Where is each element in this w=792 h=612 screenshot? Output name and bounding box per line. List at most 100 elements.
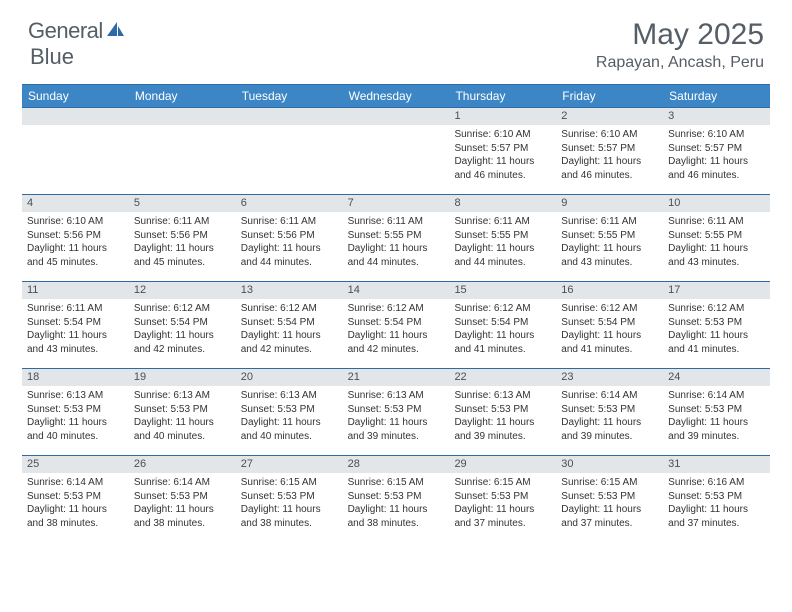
daylight-text: Daylight: 11 hours and 40 minutes. xyxy=(241,416,338,443)
sunrise-text: Sunrise: 6:13 AM xyxy=(348,389,445,403)
day-body: Sunrise: 6:15 AMSunset: 5:53 PMDaylight:… xyxy=(556,473,663,534)
daylight-text: Daylight: 11 hours and 43 minutes. xyxy=(668,242,765,269)
sunset-text: Sunset: 5:57 PM xyxy=(454,142,551,156)
month-title: May 2025 xyxy=(596,18,764,52)
sunrise-text: Sunrise: 6:11 AM xyxy=(241,215,338,229)
day-cell: 27Sunrise: 6:15 AMSunset: 5:53 PMDayligh… xyxy=(236,456,343,542)
day-body: Sunrise: 6:12 AMSunset: 5:54 PMDaylight:… xyxy=(129,299,236,360)
day-number: 20 xyxy=(236,369,343,386)
sunset-text: Sunset: 5:53 PM xyxy=(134,403,231,417)
dow-cell: Tuesday xyxy=(236,85,343,107)
day-number: 19 xyxy=(129,369,236,386)
dow-cell: Thursday xyxy=(449,85,556,107)
daylight-text: Daylight: 11 hours and 39 minutes. xyxy=(348,416,445,443)
sunrise-text: Sunrise: 6:15 AM xyxy=(454,476,551,490)
day-body: Sunrise: 6:12 AMSunset: 5:54 PMDaylight:… xyxy=(236,299,343,360)
sunrise-text: Sunrise: 6:13 AM xyxy=(134,389,231,403)
sunset-text: Sunset: 5:54 PM xyxy=(27,316,124,330)
sunset-text: Sunset: 5:55 PM xyxy=(561,229,658,243)
day-cell: 16Sunrise: 6:12 AMSunset: 5:54 PMDayligh… xyxy=(556,282,663,368)
sunset-text: Sunset: 5:54 PM xyxy=(454,316,551,330)
day-body: Sunrise: 6:14 AMSunset: 5:53 PMDaylight:… xyxy=(22,473,129,534)
daylight-text: Daylight: 11 hours and 42 minutes. xyxy=(241,329,338,356)
day-number: 1 xyxy=(449,108,556,125)
day-body: Sunrise: 6:14 AMSunset: 5:53 PMDaylight:… xyxy=(129,473,236,534)
daylight-text: Daylight: 11 hours and 45 minutes. xyxy=(134,242,231,269)
day-cell: 6Sunrise: 6:11 AMSunset: 5:56 PMDaylight… xyxy=(236,195,343,281)
day-body: Sunrise: 6:11 AMSunset: 5:55 PMDaylight:… xyxy=(343,212,450,273)
daylight-text: Daylight: 11 hours and 37 minutes. xyxy=(561,503,658,530)
daylight-text: Daylight: 11 hours and 46 minutes. xyxy=(668,155,765,182)
dow-cell: Saturday xyxy=(663,85,770,107)
sunrise-text: Sunrise: 6:11 AM xyxy=(454,215,551,229)
daylight-text: Daylight: 11 hours and 46 minutes. xyxy=(561,155,658,182)
day-cell: 21Sunrise: 6:13 AMSunset: 5:53 PMDayligh… xyxy=(343,369,450,455)
day-body: Sunrise: 6:14 AMSunset: 5:53 PMDaylight:… xyxy=(663,386,770,447)
day-cell: 18Sunrise: 6:13 AMSunset: 5:53 PMDayligh… xyxy=(22,369,129,455)
day-number: 21 xyxy=(343,369,450,386)
sunset-text: Sunset: 5:53 PM xyxy=(27,490,124,504)
sunrise-text: Sunrise: 6:11 AM xyxy=(27,302,124,316)
day-body: Sunrise: 6:10 AMSunset: 5:57 PMDaylight:… xyxy=(663,125,770,186)
sunrise-text: Sunrise: 6:12 AM xyxy=(454,302,551,316)
day-number xyxy=(129,108,236,125)
day-number: 23 xyxy=(556,369,663,386)
logo: General xyxy=(28,18,127,44)
day-cell: 8Sunrise: 6:11 AMSunset: 5:55 PMDaylight… xyxy=(449,195,556,281)
sunset-text: Sunset: 5:56 PM xyxy=(27,229,124,243)
day-number: 6 xyxy=(236,195,343,212)
daylight-text: Daylight: 11 hours and 41 minutes. xyxy=(454,329,551,356)
sunset-text: Sunset: 5:56 PM xyxy=(241,229,338,243)
sunset-text: Sunset: 5:54 PM xyxy=(134,316,231,330)
day-body: Sunrise: 6:10 AMSunset: 5:57 PMDaylight:… xyxy=(449,125,556,186)
day-body: Sunrise: 6:11 AMSunset: 5:56 PMDaylight:… xyxy=(236,212,343,273)
day-cell: 24Sunrise: 6:14 AMSunset: 5:53 PMDayligh… xyxy=(663,369,770,455)
title-block: May 2025 Rapayan, Ancash, Peru xyxy=(596,18,764,72)
day-number xyxy=(22,108,129,125)
sunrise-text: Sunrise: 6:13 AM xyxy=(27,389,124,403)
sunrise-text: Sunrise: 6:10 AM xyxy=(561,128,658,142)
day-cell: 26Sunrise: 6:14 AMSunset: 5:53 PMDayligh… xyxy=(129,456,236,542)
daylight-text: Daylight: 11 hours and 38 minutes. xyxy=(27,503,124,530)
sunrise-text: Sunrise: 6:13 AM xyxy=(241,389,338,403)
dow-cell: Sunday xyxy=(22,85,129,107)
daylight-text: Daylight: 11 hours and 44 minutes. xyxy=(454,242,551,269)
sunrise-text: Sunrise: 6:12 AM xyxy=(134,302,231,316)
sunrise-text: Sunrise: 6:14 AM xyxy=(668,389,765,403)
day-cell: 22Sunrise: 6:13 AMSunset: 5:53 PMDayligh… xyxy=(449,369,556,455)
day-body: Sunrise: 6:15 AMSunset: 5:53 PMDaylight:… xyxy=(449,473,556,534)
sunrise-text: Sunrise: 6:14 AM xyxy=(134,476,231,490)
daylight-text: Daylight: 11 hours and 38 minutes. xyxy=(241,503,338,530)
sunrise-text: Sunrise: 6:10 AM xyxy=(27,215,124,229)
day-body: Sunrise: 6:16 AMSunset: 5:53 PMDaylight:… xyxy=(663,473,770,534)
sunset-text: Sunset: 5:53 PM xyxy=(27,403,124,417)
day-cell: 12Sunrise: 6:12 AMSunset: 5:54 PMDayligh… xyxy=(129,282,236,368)
day-cell: 28Sunrise: 6:15 AMSunset: 5:53 PMDayligh… xyxy=(343,456,450,542)
day-number: 2 xyxy=(556,108,663,125)
day-number: 5 xyxy=(129,195,236,212)
daylight-text: Daylight: 11 hours and 38 minutes. xyxy=(348,503,445,530)
day-body: Sunrise: 6:15 AMSunset: 5:53 PMDaylight:… xyxy=(236,473,343,534)
day-cell: 31Sunrise: 6:16 AMSunset: 5:53 PMDayligh… xyxy=(663,456,770,542)
day-body: Sunrise: 6:13 AMSunset: 5:53 PMDaylight:… xyxy=(343,386,450,447)
week-row: 11Sunrise: 6:11 AMSunset: 5:54 PMDayligh… xyxy=(22,281,770,368)
day-number: 9 xyxy=(556,195,663,212)
sunset-text: Sunset: 5:57 PM xyxy=(668,142,765,156)
day-body: Sunrise: 6:11 AMSunset: 5:54 PMDaylight:… xyxy=(22,299,129,360)
day-number: 13 xyxy=(236,282,343,299)
day-body: Sunrise: 6:12 AMSunset: 5:54 PMDaylight:… xyxy=(343,299,450,360)
sunrise-text: Sunrise: 6:12 AM xyxy=(561,302,658,316)
daylight-text: Daylight: 11 hours and 42 minutes. xyxy=(348,329,445,356)
sunset-text: Sunset: 5:53 PM xyxy=(561,403,658,417)
day-cell: 29Sunrise: 6:15 AMSunset: 5:53 PMDayligh… xyxy=(449,456,556,542)
day-cell: 2Sunrise: 6:10 AMSunset: 5:57 PMDaylight… xyxy=(556,108,663,194)
day-body: Sunrise: 6:11 AMSunset: 5:55 PMDaylight:… xyxy=(663,212,770,273)
day-number: 4 xyxy=(22,195,129,212)
sunset-text: Sunset: 5:54 PM xyxy=(561,316,658,330)
day-body: Sunrise: 6:12 AMSunset: 5:53 PMDaylight:… xyxy=(663,299,770,360)
week-row: 18Sunrise: 6:13 AMSunset: 5:53 PMDayligh… xyxy=(22,368,770,455)
day-body: Sunrise: 6:15 AMSunset: 5:53 PMDaylight:… xyxy=(343,473,450,534)
sunrise-text: Sunrise: 6:11 AM xyxy=(561,215,658,229)
day-cell: 1Sunrise: 6:10 AMSunset: 5:57 PMDaylight… xyxy=(449,108,556,194)
week-row: 4Sunrise: 6:10 AMSunset: 5:56 PMDaylight… xyxy=(22,194,770,281)
